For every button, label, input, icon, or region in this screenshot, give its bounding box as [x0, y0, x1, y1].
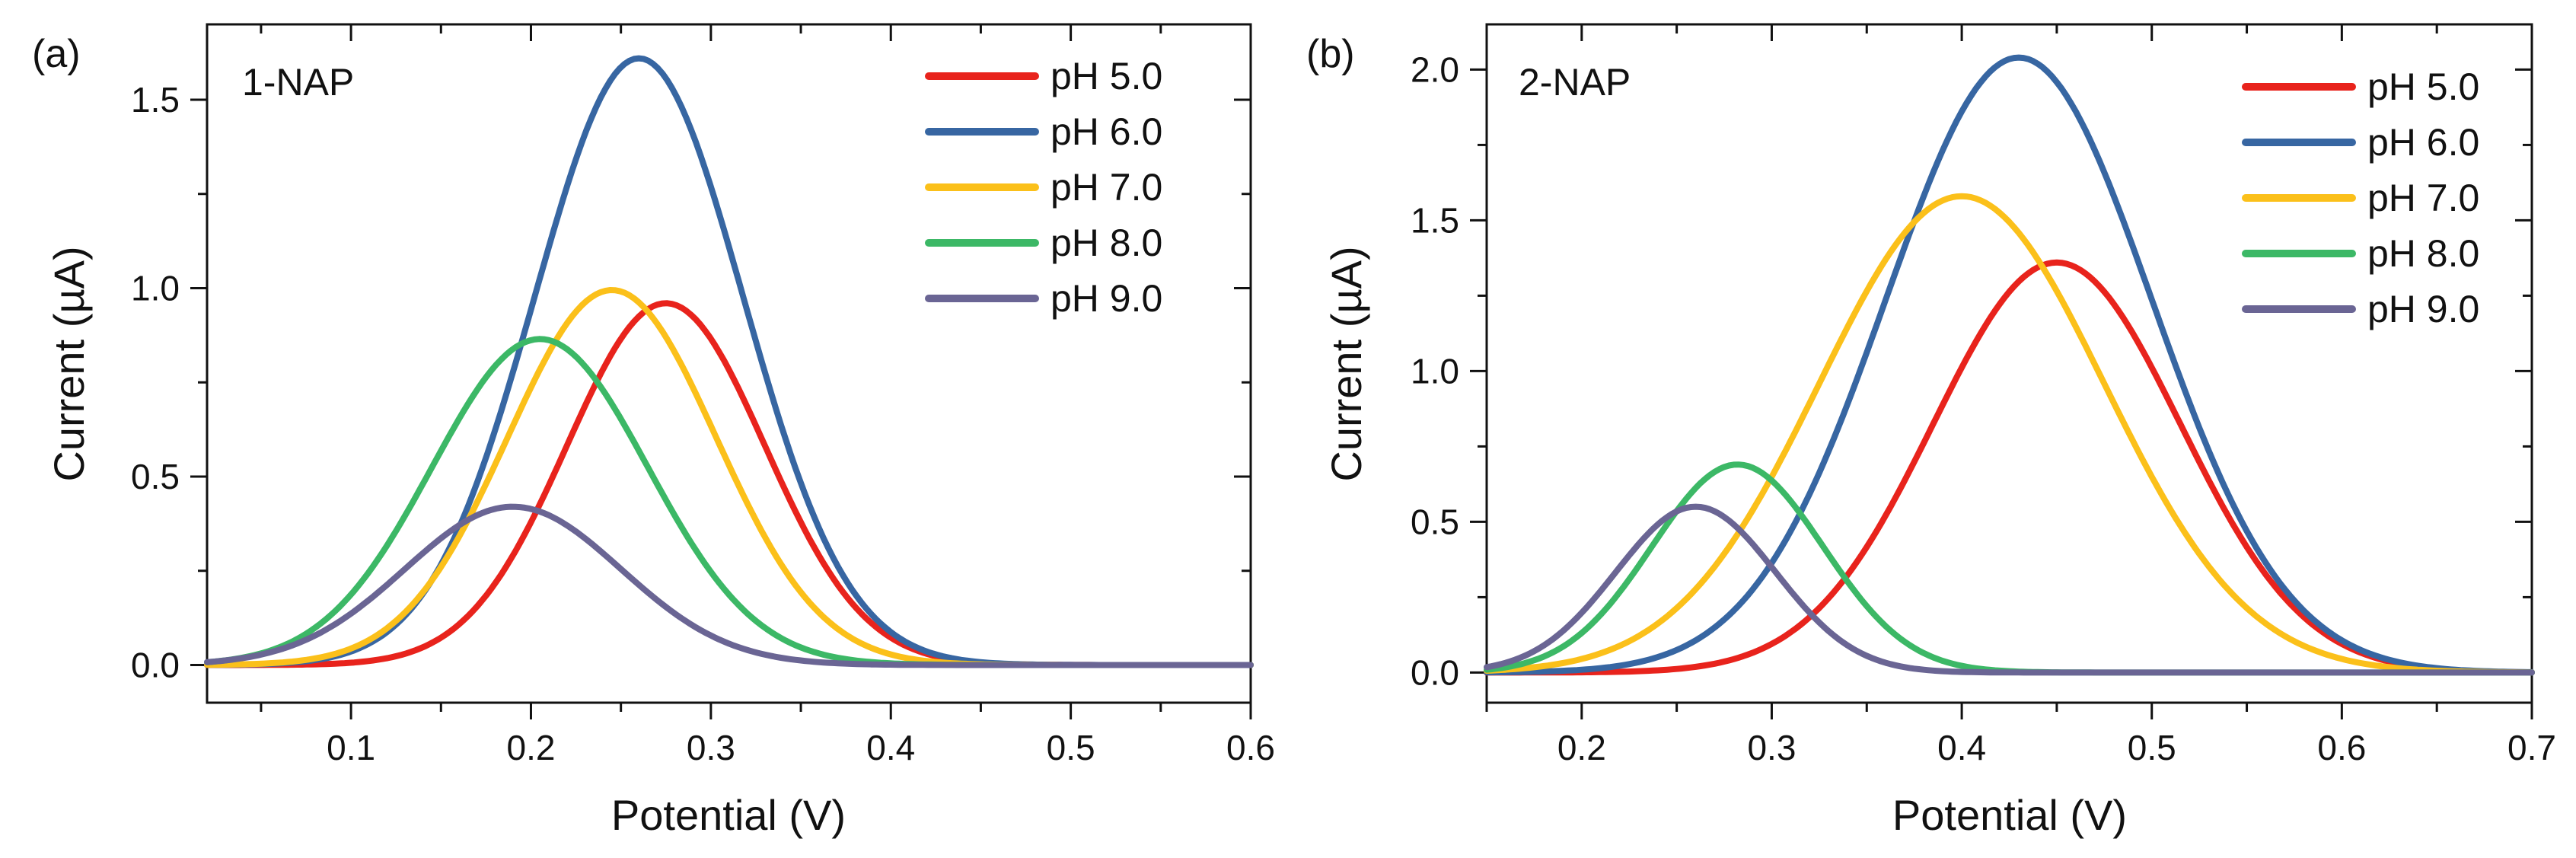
panel-a-axes: 0.1 0.2 0.3 0.4 0.5 0.6 0.0 0.5 1.0 1.5	[131, 24, 1275, 767]
y-tick-label: 1.5	[131, 80, 180, 120]
panel-a-title: 1-NAP	[242, 61, 354, 104]
series-line-ph-9-0	[1484, 503, 2535, 676]
y-tick-label: 0.0	[1411, 652, 1459, 692]
y-tick-label: 1.5	[1411, 200, 1459, 240]
y-tick-label: 1.0	[1411, 351, 1459, 391]
panel-b-title: 2-NAP	[1519, 61, 1631, 104]
panel-b-label: (b)	[1306, 32, 1355, 76]
panel-a-y-axis-title: Current (µA)	[45, 246, 93, 481]
x-tick-label: 0.6	[2317, 728, 2366, 767]
legend-label-ph-8-0: pH 8.0	[2367, 232, 2479, 275]
x-tick-label: 0.7	[2507, 728, 2556, 767]
panel-b-legend: pH 5.0 pH 6.0 pH 7.0 pH 8.0 pH 9.0	[2242, 65, 2479, 330]
series-line-ph-7-0	[204, 287, 1254, 668]
panel-b-series-group	[1484, 54, 2535, 676]
x-tick-label: 0.5	[1047, 728, 1095, 767]
x-tick-label: 0.4	[1937, 728, 1986, 767]
x-tick-label: 0.2	[507, 728, 556, 767]
legend-label-ph-7-0: pH 7.0	[1050, 166, 1162, 209]
y-tick-label: 2.0	[1411, 49, 1459, 89]
legend-label-ph-5-0: pH 5.0	[2367, 65, 2479, 108]
series-line-ph-6-0	[1484, 54, 2535, 676]
x-tick-label: 0.3	[1747, 728, 1796, 767]
legend-label-ph-5-0: pH 5.0	[1050, 55, 1162, 97]
panel-a-legend: pH 5.0 pH 6.0 pH 7.0 pH 8.0 pH 9.0	[925, 55, 1162, 320]
panel-b-axes: 0.2 0.3 0.4 0.5 0.6 0.7 0.0 0.5 1.0 1.5 2.0	[1411, 24, 2556, 767]
panel-a: (a) 0.1 0.2 0.3 0.4 0.5 0.6 0.0 0.5 1.0 1.5 1-NAP…	[32, 23, 1275, 839]
legend-label-ph-9-0: pH 9.0	[2367, 288, 2479, 330]
legend-label-ph-6-0: pH 6.0	[1050, 110, 1162, 153]
legend-label-ph-6-0: pH 6.0	[2367, 121, 2479, 164]
series-line-ph-5-0	[204, 300, 1254, 668]
series-line-ph-9-0	[204, 503, 1254, 668]
y-tick-label: 0.0	[131, 646, 180, 685]
panel-b: (b) 0.2 0.3 0.4 0.5 0.6 0.7 0.0 0.5 1.0 1.5 2.0 2-…	[1306, 23, 2556, 839]
panel-a-x-axis-title: Potential (V)	[611, 791, 846, 839]
legend-label-ph-8-0: pH 8.0	[1050, 222, 1162, 264]
legend-label-ph-7-0: pH 7.0	[2367, 177, 2479, 219]
y-tick-label: 1.0	[131, 269, 180, 308]
y-tick-label: 0.5	[131, 457, 180, 496]
x-tick-label: 0.6	[1226, 728, 1275, 767]
panel-a-plot-frame	[206, 23, 1252, 704]
x-tick-label: 0.1	[327, 728, 375, 767]
legend-label-ph-9-0: pH 9.0	[1050, 277, 1162, 320]
panel-a-series-group	[204, 55, 1254, 668]
y-tick-label: 0.5	[1411, 502, 1459, 541]
panel-b-x-axis-title: Potential (V)	[1892, 791, 2127, 839]
x-tick-label: 0.4	[866, 728, 915, 767]
panel-b-y-axis-title: Current (µA)	[1322, 246, 1370, 481]
series-line-ph-8-0	[204, 336, 1254, 668]
x-tick-label: 0.3	[687, 728, 735, 767]
series-line-ph-7-0	[1484, 193, 2535, 676]
x-tick-label: 0.5	[2128, 728, 2176, 767]
series-line-ph-8-0	[1484, 461, 2535, 676]
panel-b-plot-frame	[1485, 23, 2533, 704]
panel-a-label: (a)	[32, 32, 81, 76]
x-tick-label: 0.2	[1557, 728, 1606, 767]
